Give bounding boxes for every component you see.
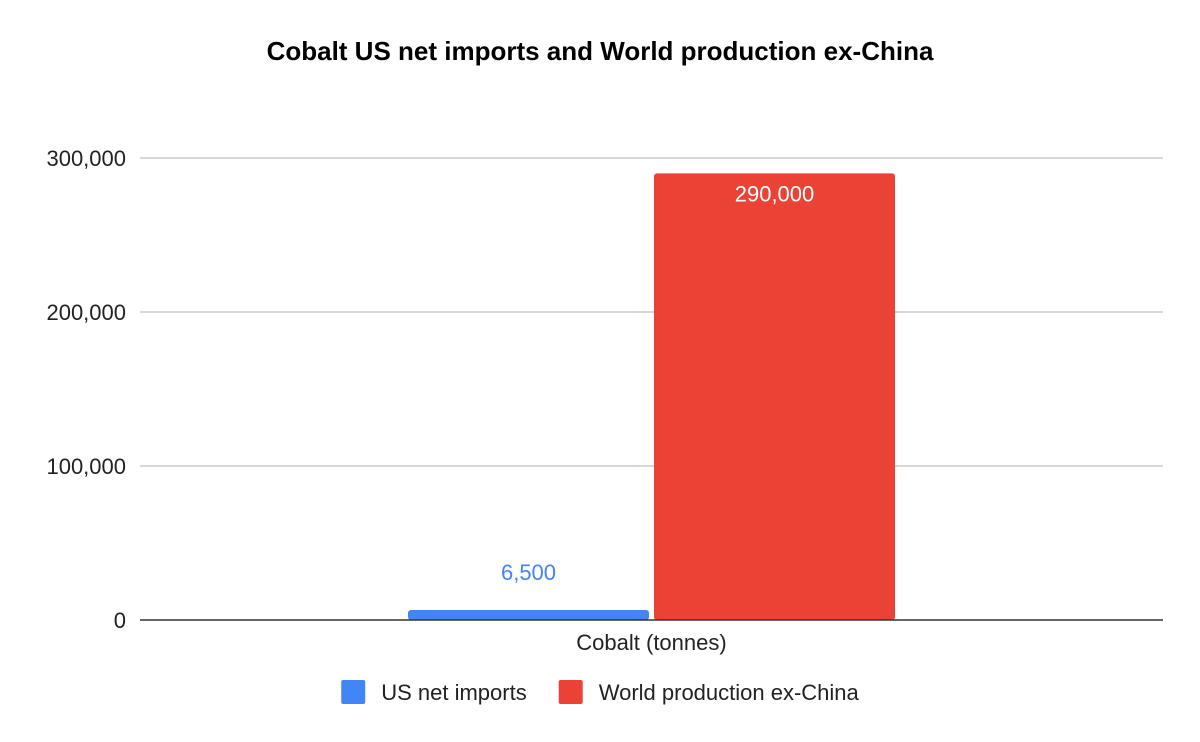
data-label: 290,000 <box>735 181 815 206</box>
y-tick-label: 300,000 <box>46 146 126 171</box>
legend: US net imports World production ex-China <box>341 680 860 705</box>
chart-title: Cobalt US net imports and World producti… <box>267 36 934 66</box>
gridlines <box>140 157 1163 467</box>
bar <box>408 609 649 620</box>
legend-swatch <box>558 680 583 704</box>
y-tick-label: 100,000 <box>46 454 126 479</box>
x-axis-categories: Cobalt (tonnes) <box>576 630 726 655</box>
legend-label: World production ex-China <box>599 680 860 705</box>
legend-swatch <box>341 680 366 704</box>
y-axis-ticks: 0 100,000 200,000 300,000 <box>46 146 126 633</box>
y-tick-label: 200,000 <box>46 300 126 325</box>
data-label: 6,500 <box>501 560 556 585</box>
x-category-label: Cobalt (tonnes) <box>576 630 726 655</box>
legend-label: US net imports <box>381 680 527 705</box>
bars: 6,500 290,000 <box>408 173 895 620</box>
bar <box>654 173 895 620</box>
y-tick-label: 0 <box>114 608 126 633</box>
